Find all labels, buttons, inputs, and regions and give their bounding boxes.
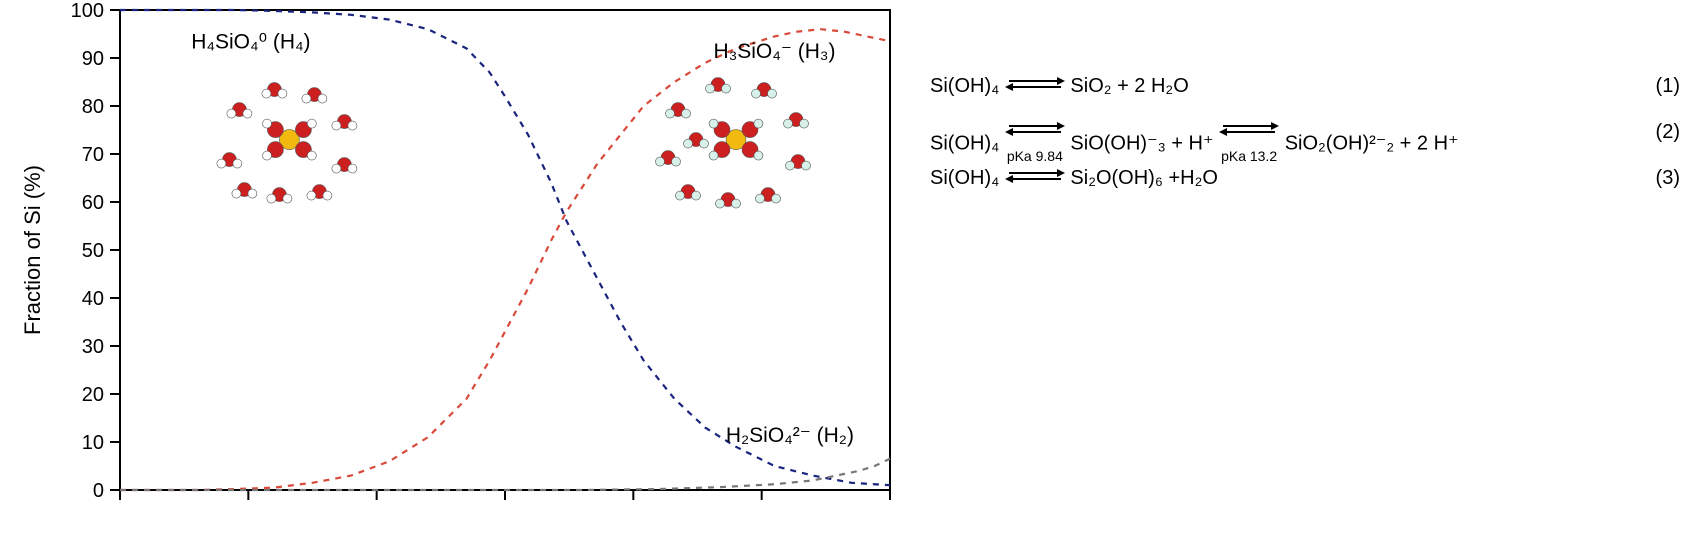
svg-text:30: 30: [82, 336, 104, 358]
H3-cluster: [656, 78, 811, 209]
svg-text:50: 50: [82, 240, 104, 262]
eq-left: Si(OH)₄: [930, 132, 999, 154]
y-axis-label: Fraction of Si (%): [20, 165, 45, 335]
eq-mid: Si₂O(OH)₆ +H₂O: [1070, 167, 1218, 189]
svg-text:H₂SiO₄²⁻ (H₂): H₂SiO₄²⁻ (H₂): [726, 424, 854, 447]
equilibrium-arrow-icon: [1005, 73, 1065, 101]
equilibrium-arrow-icon: [1005, 165, 1065, 193]
speciation-chart: 0 10 20 30 40 50 60 70 80 90 100 Fraction of Si (%)…: [0, 0, 910, 536]
eq-mid: SiO₂ + 2 H₂O: [1070, 75, 1188, 97]
equation-row-1: Si(OH)₄ SiO₂ + 2 H₂O (1): [930, 72, 1690, 118]
eq-mid: SiO(OH)⁻₃ + H⁺: [1070, 132, 1213, 154]
H4-cluster: [217, 83, 357, 204]
eq-left: Si(OH)₄: [930, 75, 999, 97]
eq-number: (2): [1656, 118, 1680, 146]
svg-text:60: 60: [82, 192, 104, 214]
equation-row-3: Si(OH)₄ Si₂O(OH)₆ +H₂O (3): [930, 164, 1690, 210]
svg-text:H₄SiO₄⁰ (H₄): H₄SiO₄⁰ (H₄): [191, 30, 310, 53]
svg-text:40: 40: [82, 288, 104, 310]
equations-block: Si(OH)₄ SiO₂ + 2 H₂O (1) Si(OH)₄ pKa 9.84 …: [930, 72, 1690, 210]
svg-text:80: 80: [82, 96, 104, 118]
series-H3: [120, 29, 890, 490]
svg-text:20: 20: [82, 384, 104, 406]
eq-left: Si(OH)₄: [930, 167, 999, 189]
svg-text:100: 100: [71, 0, 104, 22]
series-H2: [120, 459, 890, 490]
eq-number: (1): [1656, 72, 1680, 100]
eq-right: SiO₂(OH)²⁻₂ + 2 H⁺: [1285, 132, 1459, 154]
eq-number: (3): [1656, 164, 1680, 192]
equilibrium-arrow-icon: pKa 13.2: [1219, 118, 1279, 170]
svg-text:0: 0: [93, 480, 104, 502]
equation-row-2: Si(OH)₄ pKa 9.84 SiO(OH)⁻₃ + H⁺ pKa 13.2…: [930, 118, 1690, 164]
svg-text:70: 70: [82, 144, 104, 166]
series-H4: [120, 10, 890, 485]
svg-text:H₃SiO₄⁻ (H₃): H₃SiO₄⁻ (H₃): [714, 40, 836, 63]
equilibrium-arrow-icon: pKa 9.84: [1005, 118, 1065, 170]
svg-text:10: 10: [82, 432, 104, 454]
svg-text:90: 90: [82, 48, 104, 70]
